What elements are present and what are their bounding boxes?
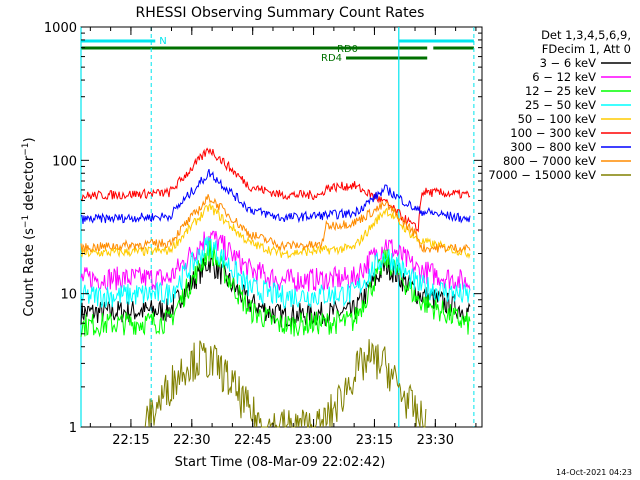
legend-label-8: 7000 − 15000 keV — [488, 168, 596, 182]
series-line-6 — [80, 168, 471, 225]
series-line-7 — [80, 194, 471, 254]
legend-label-2: 12 − 25 keV — [525, 84, 596, 98]
y-axis-label-sup1: −1 — [21, 215, 31, 228]
x-tick-label-2: 22:45 — [234, 433, 271, 448]
y-tick-label-3: 1000 — [44, 21, 77, 36]
legend-header-2: FDecim 1, Att 0 — [542, 42, 631, 56]
plot-frame — [80, 26, 483, 428]
x-tick-label-1: 22:30 — [173, 433, 210, 448]
legend-label-6: 300 − 800 keV — [510, 140, 596, 154]
y-axis-label-end: ) — [22, 137, 37, 142]
chart-title: RHESSI Observing Summary Count Rates — [136, 5, 425, 21]
y-tick-label-1: 10 — [60, 288, 77, 303]
legend-label-0: 3 − 6 keV — [540, 56, 597, 70]
flag-label-rd4: RD4 — [321, 53, 342, 64]
legend-label-4: 50 − 100 keV — [518, 112, 597, 126]
flag-label-rd0: RD0 — [337, 44, 358, 55]
y-axis-label-mid: detector — [22, 155, 37, 215]
x-tick-label-0: 22:15 — [112, 433, 149, 448]
x-tick-label-5: 23:30 — [417, 433, 454, 448]
series-lines — [80, 147, 471, 428]
series-line-3 — [80, 236, 471, 310]
legend-label-7: 800 − 7000 keV — [503, 154, 596, 168]
legend-label-3: 25 − 50 keV — [525, 98, 596, 112]
y-axis-label: Count Rate (s−1 detector−1) — [21, 137, 37, 316]
y-tick-label-0: 1 — [69, 421, 77, 436]
legend: Det 1,3,4,5,6,9, FDecim 1, Att 0 3 − 6 k… — [488, 28, 631, 182]
y-axis-label-sup2: −1 — [21, 142, 31, 155]
y-tick-label-2: 100 — [52, 154, 77, 169]
series-line-1 — [80, 230, 471, 292]
x-tick-label-3: 23:00 — [295, 433, 332, 448]
x-tick-label-4: 23:15 — [356, 433, 393, 448]
time-markers — [80, 27, 475, 427]
series-line-5 — [80, 147, 471, 233]
legend-label-1: 6 − 12 keV — [532, 70, 596, 84]
x-axis-label: Start Time (08-Mar-09 22:02:42) — [175, 455, 386, 470]
series-line-0 — [80, 255, 471, 329]
flag-label-n: N — [159, 36, 166, 47]
legend-label-5: 100 − 300 keV — [510, 126, 596, 140]
series-line-4 — [80, 202, 471, 260]
x-axis-ticks: 22:15 22:30 22:45 23:00 23:15 23:30 — [89, 27, 477, 448]
y-axis-ticks: 1 10 100 1000 — [44, 21, 482, 436]
legend-header-1: Det 1,3,4,5,6,9, — [541, 28, 631, 42]
timestamp: 14-Oct-2021 04:23 — [556, 468, 632, 477]
series-line-8 — [144, 339, 427, 428]
series-line-2 — [80, 240, 471, 338]
y-axis-label-main: Count Rate (s — [22, 228, 37, 317]
